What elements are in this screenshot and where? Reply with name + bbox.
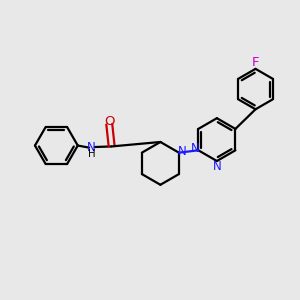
Text: O: O [104,115,115,128]
Text: N: N [178,145,187,158]
Text: H: H [88,149,95,160]
Text: N: N [212,160,221,173]
Text: N: N [87,140,96,154]
Text: N: N [190,142,199,155]
Text: F: F [252,56,259,69]
